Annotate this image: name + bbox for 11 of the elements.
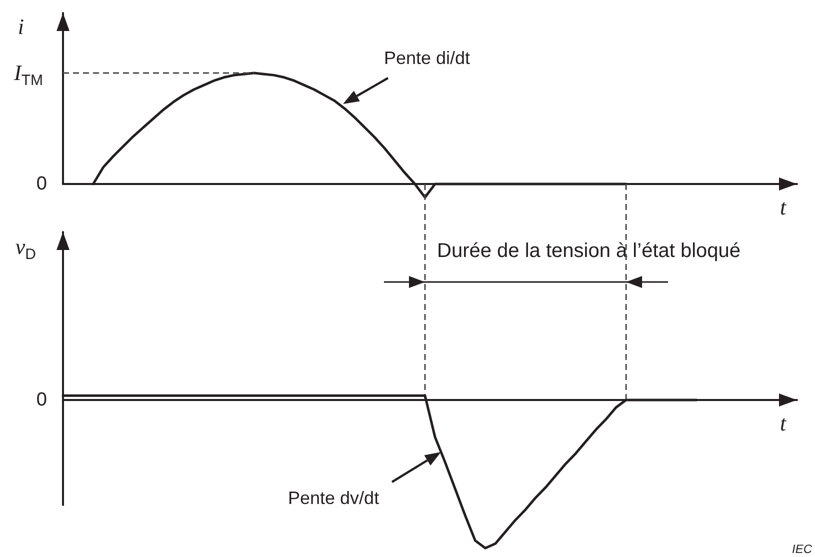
x-axis-title: t bbox=[780, 194, 787, 220]
text: Durée de la tension à l’état bloqué bbox=[437, 240, 741, 262]
y-axis-title: i bbox=[18, 14, 24, 39]
annotation: Pente dv/dt bbox=[288, 488, 380, 508]
annotation: IEC bbox=[792, 542, 812, 556]
y-axis-title: v$_{D}$ bbox=[15, 234, 36, 263]
text: Pente di/dt bbox=[384, 48, 470, 68]
x-axis-title: t bbox=[780, 410, 787, 436]
text: 0 bbox=[36, 174, 47, 194]
ref-line-label: I$_{TM}$ bbox=[13, 60, 43, 89]
text: 0 bbox=[36, 390, 47, 411]
